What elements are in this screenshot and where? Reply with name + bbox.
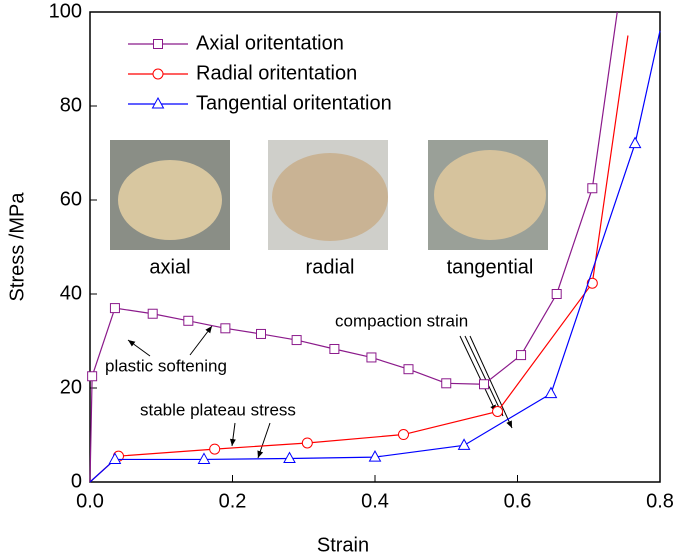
y-tick-label: 20: [60, 376, 82, 398]
x-tick-label: 0.0: [76, 490, 104, 512]
image-label: tangential: [447, 256, 534, 278]
sample: [434, 150, 546, 240]
arrow: [189, 325, 213, 356]
legend-label: Tangential oritentation: [196, 92, 392, 114]
marker: [87, 371, 98, 382]
marker: [283, 451, 296, 463]
sample: [272, 153, 388, 241]
marker: [153, 39, 163, 49]
x-tick-label: 0.6: [504, 490, 532, 512]
marker: [183, 315, 194, 326]
legend-label: Radial oritentation: [196, 62, 357, 84]
arrow: [464, 335, 504, 417]
y-tick-label: 100: [49, 0, 82, 22]
marker: [329, 343, 340, 354]
marker: [398, 429, 409, 441]
marker: [628, 136, 642, 149]
image-label: radial: [306, 256, 355, 278]
series-line: [89, 35, 629, 483]
y-axis-label: Stress /MPa: [6, 192, 28, 302]
arrow: [229, 422, 236, 447]
y-tick-label: 0: [71, 470, 82, 492]
arrow: [127, 339, 151, 357]
marker: [108, 452, 122, 464]
arrow: [257, 422, 271, 459]
photos: [110, 140, 548, 250]
marker: [109, 303, 120, 314]
y-tick-label: 80: [60, 94, 82, 116]
marker: [457, 438, 471, 450]
marker: [147, 308, 158, 319]
marker: [586, 277, 598, 289]
y-tick-label: 60: [60, 188, 82, 210]
image-label: axial: [149, 256, 190, 278]
marker: [151, 96, 165, 109]
marker: [551, 289, 562, 299]
x-tick-label: 0.2: [219, 490, 247, 512]
marker: [403, 364, 414, 375]
marker: [544, 386, 558, 399]
annotation: compaction strain: [335, 311, 468, 330]
sample: [118, 160, 222, 240]
marker: [492, 406, 504, 417]
marker: [366, 352, 377, 363]
marker: [291, 335, 302, 346]
marker: [479, 379, 490, 390]
marker: [152, 68, 164, 80]
arrow: [459, 335, 497, 413]
marker: [197, 452, 211, 464]
marker: [220, 323, 231, 334]
marker: [256, 328, 266, 339]
annotation: stable plateau stress: [140, 400, 296, 419]
marker: [441, 378, 452, 389]
marker: [368, 450, 382, 462]
arrow: [469, 335, 513, 429]
annotation: plastic softening: [105, 356, 227, 375]
legend-label: Axial oritentation: [196, 32, 344, 54]
marker: [516, 350, 527, 361]
marker: [209, 443, 221, 455]
x-tick-label: 0.4: [361, 490, 389, 512]
y-tick-label: 40: [60, 282, 82, 304]
x-tick-label: 0.8: [646, 490, 674, 512]
x-axis-label: Strain: [317, 534, 369, 556]
marker: [587, 183, 598, 194]
marker: [301, 437, 313, 449]
